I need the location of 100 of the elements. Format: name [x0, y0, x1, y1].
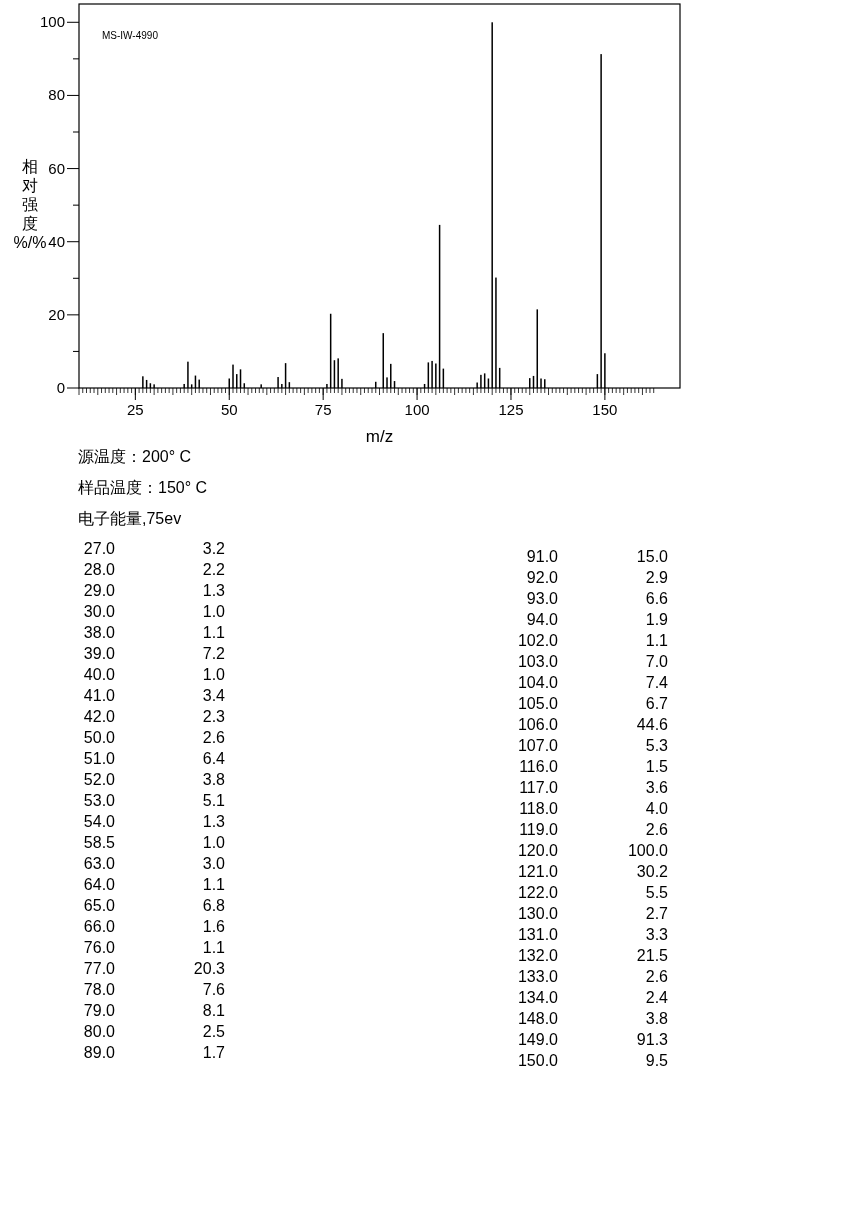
text: 118.0	[519, 800, 559, 817]
text: 源温度：200° C	[78, 448, 192, 465]
text: 2.9	[645, 569, 669, 586]
x-tick-label: 125	[498, 401, 524, 418]
text: 3.4	[202, 687, 226, 704]
text: 6.8	[202, 897, 226, 914]
text: 121.0	[517, 863, 559, 880]
text: 3.2	[202, 540, 226, 557]
text: 7.6	[202, 981, 226, 998]
text: 63.0	[83, 855, 116, 872]
text: 77.0	[83, 960, 116, 977]
text: 89.0	[83, 1044, 116, 1061]
text: 1.9	[645, 611, 669, 628]
text: 7.2	[202, 645, 226, 662]
x-tick-label: 150	[592, 401, 618, 418]
text: 149.0	[517, 1031, 559, 1048]
x-axis-title: m/z	[365, 427, 394, 446]
text: 2.2	[202, 561, 226, 578]
text: 53.0	[83, 792, 116, 809]
text: 51.0	[83, 750, 116, 767]
text: 93.0	[526, 590, 559, 607]
text: 1.0	[202, 666, 226, 683]
text: 20.3	[193, 960, 226, 977]
text: 30.2	[636, 863, 669, 880]
text: 15.0	[636, 548, 669, 565]
text: 1.7	[202, 1044, 226, 1061]
text: 132.0	[517, 947, 559, 964]
text: 样品温度：150° C	[78, 479, 208, 496]
text: 2.5	[202, 1023, 226, 1040]
x-tick-label: 100	[404, 401, 430, 418]
text: 80.0	[83, 1023, 116, 1040]
text: 122.0	[517, 884, 559, 901]
text: 39.0	[83, 645, 116, 662]
text: 28.0	[83, 561, 116, 578]
text: 44.6	[636, 716, 669, 733]
text: 7.4	[645, 674, 669, 691]
text: 116.0	[519, 758, 559, 775]
y-tick-label: 60	[48, 159, 65, 177]
text: 52.0	[83, 771, 116, 788]
text: 1.6	[202, 918, 226, 935]
annotation: MS-IW-4990	[102, 30, 159, 41]
text: 1.0	[202, 834, 226, 851]
text: 148.0	[517, 1010, 559, 1027]
text: 106.0	[517, 716, 559, 733]
text: 1.3	[202, 813, 226, 830]
text: 40.0	[83, 666, 116, 683]
text: 7.0	[645, 653, 669, 670]
text: 电子能量,75ev	[78, 510, 182, 527]
text: 6.4	[202, 750, 226, 767]
text: 50.0	[83, 729, 116, 746]
text: 1.5	[645, 758, 669, 775]
text: 2.7	[645, 905, 669, 922]
text: 4.0	[645, 800, 669, 817]
text: 64.0	[83, 876, 116, 893]
text: 100.0	[627, 842, 669, 859]
x-tick-label: 50	[220, 401, 238, 418]
text: 103.0	[517, 653, 559, 670]
text: 1.0	[202, 603, 226, 620]
text: 104.0	[517, 674, 559, 691]
text: 38.0	[83, 624, 116, 641]
text: 1.1	[645, 632, 669, 649]
text: 78.0	[83, 981, 116, 998]
text: 6.7	[645, 695, 669, 712]
text: 58.5	[83, 834, 116, 851]
text: 105.0	[517, 695, 559, 712]
text: 1.1	[202, 939, 226, 956]
text: 133.0	[517, 968, 559, 985]
text: 2.6	[202, 729, 226, 746]
text: 3.3	[645, 926, 669, 943]
text: 21.5	[636, 947, 669, 964]
y-tick-label: 80	[48, 86, 65, 104]
text: 92.0	[526, 569, 559, 586]
text: 1.3	[202, 582, 226, 599]
text: 8.1	[202, 1002, 226, 1019]
y-tick-label: 20	[48, 305, 65, 323]
text: 131.0	[517, 926, 559, 943]
text: 6.6	[645, 590, 669, 607]
text: 3.0	[202, 855, 226, 872]
x-tick-label: 25	[127, 401, 144, 418]
text: 1.1	[202, 876, 226, 893]
text: 150.0	[517, 1052, 559, 1069]
text: 5.1	[202, 792, 226, 809]
y-tick-label: 0	[56, 379, 65, 396]
text: 66.0	[83, 918, 116, 935]
text: 76.0	[83, 939, 116, 956]
text: 1.1	[202, 624, 226, 641]
y-tick-label: 100	[39, 13, 65, 31]
text: 5.3	[645, 737, 669, 754]
text: 27.0	[83, 540, 116, 557]
text: 3.8	[202, 771, 226, 788]
text: 42.0	[83, 708, 116, 725]
text: 54.0	[83, 813, 116, 830]
text: 102.0	[517, 632, 559, 649]
text: 30.0	[83, 603, 116, 620]
text: 79.0	[83, 1002, 116, 1019]
text: 91.0	[526, 548, 559, 565]
text: 120.0	[517, 842, 559, 859]
text: 2.3	[202, 708, 226, 725]
y-tick-label: 40	[48, 232, 65, 250]
text: 2.4	[645, 989, 669, 1006]
